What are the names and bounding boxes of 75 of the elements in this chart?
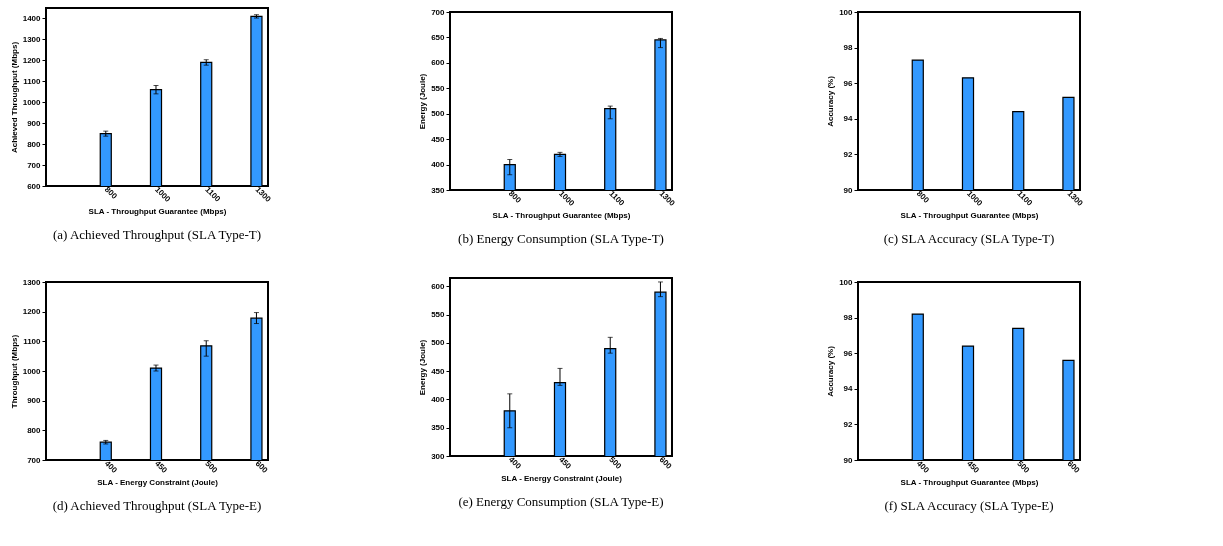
text: (f) SLA Accuracy (SLA Type-E)	[884, 498, 1054, 514]
y-tick-label: 94	[843, 384, 854, 394]
x-axis-title: SLA - Throughput Guarantee (Mbps)	[88, 206, 227, 216]
y-tick-label: 98	[843, 43, 854, 53]
y-tick-label: 700	[431, 7, 446, 17]
y-tick-label: 90	[843, 185, 854, 195]
y-axis-title: Achieved Throughput (Mbps)	[9, 41, 19, 154]
x-tick-label: 450	[965, 458, 982, 476]
y-tick-label: 1000	[22, 97, 42, 107]
x-tick-label: 500	[203, 458, 220, 476]
y-axis-title: Energy (Joule)	[418, 339, 428, 396]
x-tick-label: 400	[506, 454, 524, 472]
text: (a) Achieved Throughput (SLA Type-T)	[52, 227, 262, 243]
x-tick-label: 400	[914, 458, 932, 476]
x-axis-title: SLA - Throughput Guarantee (Mbps)	[492, 210, 631, 220]
y-tick-label: 550	[431, 310, 446, 320]
x-tick-label: 500	[1015, 458, 1032, 476]
x-axis-title: SLA - Throughput Guarantee (Mbps)	[900, 477, 1039, 487]
y-tick-label: 1300	[22, 34, 42, 44]
y-axis-title: Energy (Joule)	[418, 73, 428, 130]
y-tick-label: 1200	[22, 55, 42, 65]
y-tick-label: 500	[431, 338, 446, 348]
x-tick-label: 600	[657, 454, 674, 472]
x-axis-title: SLA - Throughput Guarantee (Mbps)	[900, 210, 1039, 220]
x-axis-title: SLA - Energy Constraint (Joule)	[501, 473, 623, 483]
y-tick-label: 400	[431, 160, 446, 170]
text: (e) Energy Consumption (SLA Type-E)	[458, 494, 664, 510]
x-tick-label: 450	[557, 454, 574, 472]
y-tick-label: 100	[839, 7, 854, 17]
y-tick-label: 450	[431, 366, 446, 376]
y-axis-title: Throughput (Mbps)	[9, 334, 19, 409]
x-tick-label: 800	[102, 184, 120, 202]
y-tick-label: 98	[843, 313, 854, 323]
y-tick-label: 90	[843, 455, 854, 465]
y-tick-label: 350	[431, 423, 446, 433]
text: (d) Achieved Throughput (SLA Type-E)	[52, 498, 262, 514]
x-tick-label: 600	[253, 458, 270, 476]
y-tick-label: 400	[431, 394, 446, 404]
y-tick-label: 700	[27, 160, 42, 170]
y-tick-label: 92	[843, 419, 854, 429]
y-tick-label: 1100	[23, 336, 42, 346]
x-tick-label: 800	[914, 188, 932, 206]
y-tick-label: 500	[431, 109, 446, 119]
y-axis-title: Accuracy (%)	[826, 75, 836, 127]
y-tick-label: 900	[27, 396, 42, 406]
y-tick-label: 300	[431, 451, 446, 461]
x-tick-label: 400	[102, 458, 120, 476]
y-tick-label: 1200	[22, 307, 42, 317]
text: (c) SLA Accuracy (SLA Type-T)	[883, 231, 1055, 247]
text: (b) Energy Consumption (SLA Type-T)	[458, 231, 664, 247]
y-tick-label: 1400	[22, 13, 42, 23]
y-axis-title: Accuracy (%)	[826, 345, 836, 397]
y-tick-label: 92	[843, 149, 854, 159]
y-tick-label: 600	[431, 58, 446, 68]
y-tick-label: 600	[431, 281, 446, 291]
y-tick-label: 96	[843, 78, 854, 88]
y-tick-label: 94	[843, 114, 854, 124]
y-tick-label: 700	[27, 455, 42, 465]
y-tick-label: 800	[27, 425, 42, 435]
y-tick-label: 450	[431, 134, 446, 144]
y-tick-label: 550	[431, 83, 446, 93]
y-tick-label: 100	[839, 277, 854, 287]
y-tick-label: 1300	[22, 277, 42, 287]
x-tick-label: 600	[1065, 458, 1082, 476]
x-tick-label: 500	[607, 454, 624, 472]
x-tick-label: 450	[153, 458, 170, 476]
y-tick-label: 800	[27, 139, 42, 149]
y-tick-label: 350	[431, 185, 446, 195]
y-tick-label: 96	[843, 348, 854, 358]
y-tick-label: 900	[27, 118, 42, 128]
y-tick-label: 1100	[23, 76, 42, 86]
x-axis-title: SLA - Energy Constraint (Joule)	[97, 477, 219, 487]
x-tick-label: 800	[506, 188, 524, 206]
y-tick-label: 650	[431, 32, 446, 42]
y-tick-label: 1000	[22, 366, 42, 376]
